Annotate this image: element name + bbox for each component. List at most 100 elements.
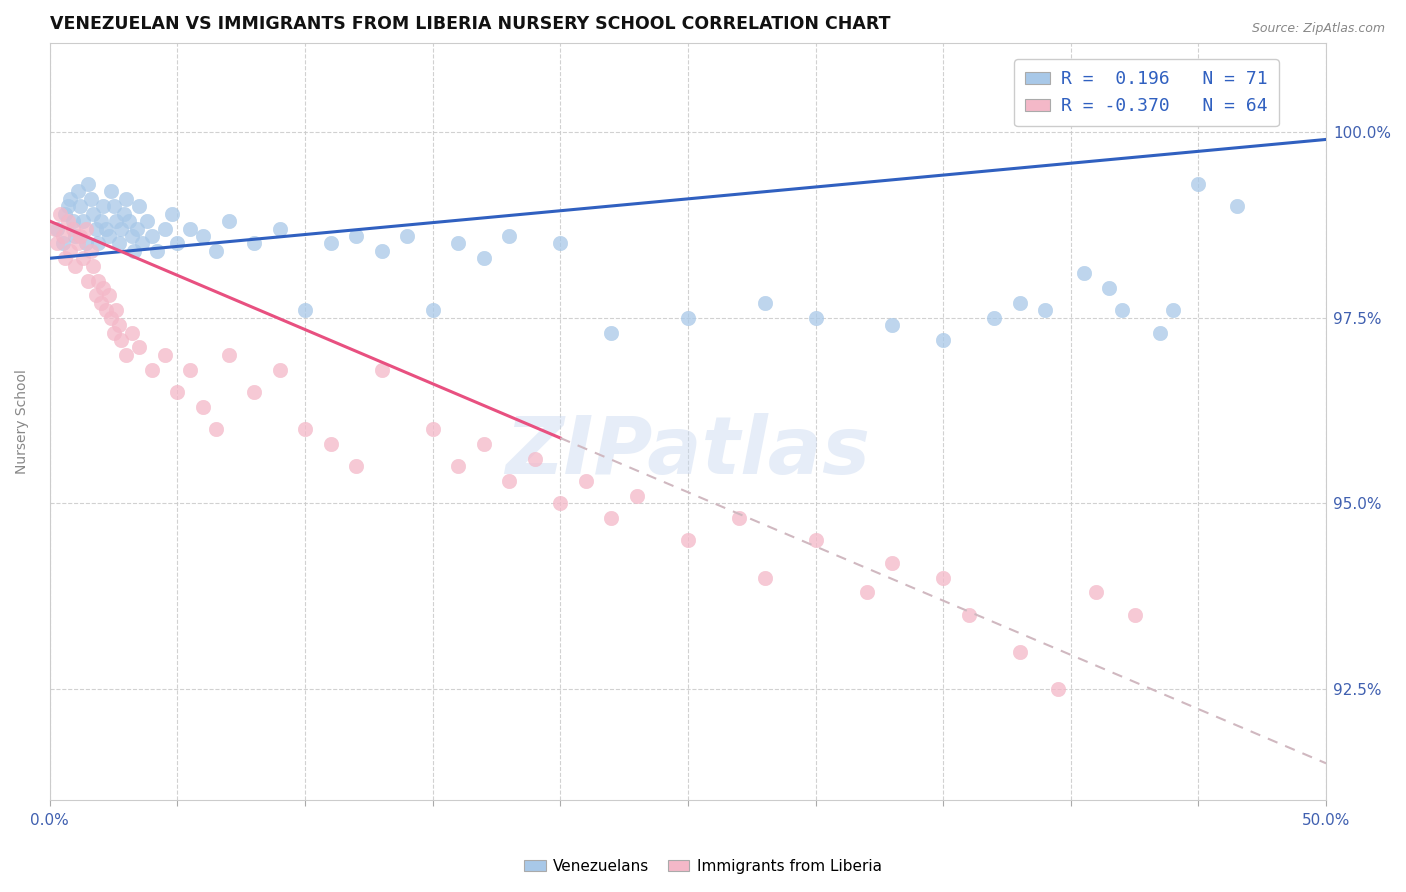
Point	[153, 348, 176, 362]
Text: ZIPatlas: ZIPatlas	[505, 413, 870, 491]
Point	[882, 318, 904, 332]
Point	[319, 437, 342, 451]
Point	[600, 326, 623, 340]
Point	[166, 384, 188, 399]
Point	[600, 511, 623, 525]
Point	[52, 229, 75, 244]
Point	[1047, 681, 1070, 696]
Point	[69, 229, 91, 244]
Point	[191, 400, 214, 414]
Point	[131, 236, 153, 251]
Legend: Venezuelans, Immigrants from Liberia: Venezuelans, Immigrants from Liberia	[517, 853, 889, 880]
Point	[166, 236, 188, 251]
Point	[118, 214, 141, 228]
Point	[72, 214, 94, 228]
Point	[472, 437, 495, 451]
Point	[107, 318, 129, 332]
Point	[855, 585, 877, 599]
Point	[56, 199, 79, 213]
Point	[115, 348, 138, 362]
Point	[59, 244, 82, 258]
Point	[97, 229, 120, 244]
Point	[1073, 266, 1095, 280]
Point	[122, 244, 145, 258]
Point	[269, 362, 291, 376]
Point	[112, 207, 135, 221]
Point	[218, 348, 240, 362]
Point	[1098, 281, 1121, 295]
Point	[550, 496, 572, 510]
Point	[97, 288, 120, 302]
Point	[105, 214, 128, 228]
Point	[191, 229, 214, 244]
Point	[294, 303, 316, 318]
Point	[1085, 585, 1108, 599]
Point	[983, 310, 1005, 325]
Point	[128, 199, 150, 213]
Point	[94, 221, 117, 235]
Point	[370, 244, 392, 258]
Point	[498, 229, 520, 244]
Point	[626, 489, 648, 503]
Point	[472, 252, 495, 266]
Point	[69, 199, 91, 213]
Point	[932, 571, 955, 585]
Point	[94, 303, 117, 318]
Point	[49, 207, 72, 221]
Point	[59, 192, 82, 206]
Point	[79, 244, 101, 258]
Point	[77, 177, 100, 191]
Point	[84, 221, 107, 235]
Point	[1033, 303, 1056, 318]
Point	[932, 333, 955, 347]
Point	[53, 207, 76, 221]
Point	[121, 229, 143, 244]
Point	[66, 185, 89, 199]
Point	[162, 207, 184, 221]
Point	[52, 236, 75, 251]
Point	[294, 422, 316, 436]
Point	[90, 295, 112, 310]
Point	[105, 303, 128, 318]
Point	[1187, 177, 1209, 191]
Point	[103, 326, 125, 340]
Point	[218, 214, 240, 228]
Point	[370, 362, 392, 376]
Point	[344, 459, 367, 474]
Point	[62, 214, 84, 228]
Point	[53, 252, 76, 266]
Point	[1123, 607, 1146, 622]
Text: Source: ZipAtlas.com: Source: ZipAtlas.com	[1251, 22, 1385, 36]
Point	[422, 422, 444, 436]
Point	[82, 207, 104, 221]
Point	[75, 221, 97, 235]
Point	[728, 511, 751, 525]
Point	[141, 362, 163, 376]
Point	[62, 221, 84, 235]
Point	[128, 340, 150, 354]
Point	[575, 474, 598, 488]
Point	[135, 214, 157, 228]
Point	[75, 236, 97, 251]
Point	[110, 221, 132, 235]
Point	[87, 274, 110, 288]
Point	[396, 229, 419, 244]
Point	[498, 474, 520, 488]
Point	[110, 333, 132, 347]
Point	[44, 221, 66, 235]
Text: VENEZUELAN VS IMMIGRANTS FROM LIBERIA NURSERY SCHOOL CORRELATION CHART: VENEZUELAN VS IMMIGRANTS FROM LIBERIA NU…	[49, 15, 890, 33]
Point	[90, 214, 112, 228]
Point	[77, 274, 100, 288]
Point	[121, 326, 143, 340]
Point	[179, 362, 201, 376]
Point	[100, 185, 122, 199]
Point	[146, 244, 169, 258]
Point	[93, 199, 115, 213]
Point	[269, 221, 291, 235]
Point	[1111, 303, 1133, 318]
Point	[1008, 645, 1031, 659]
Point	[1149, 326, 1171, 340]
Point	[422, 303, 444, 318]
Point	[523, 451, 546, 466]
Y-axis label: Nursery School: Nursery School	[15, 369, 30, 475]
